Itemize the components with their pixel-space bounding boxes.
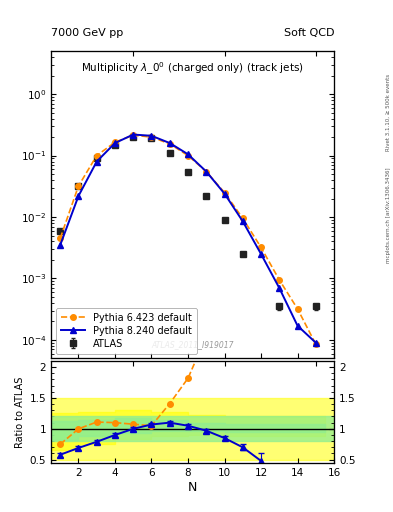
- Pythia 6.423 default: [149, 134, 154, 140]
- Line: Pythia 6.423 default: Pythia 6.423 default: [57, 133, 319, 347]
- Text: mcplots.cern.ch [arXiv:1306.3436]: mcplots.cern.ch [arXiv:1306.3436]: [386, 167, 391, 263]
- Pythia 6.423 default: [113, 139, 118, 145]
- Text: ATLAS_2011_I919017: ATLAS_2011_I919017: [151, 340, 234, 349]
- Bar: [51, 416, 334, 441]
- Text: 7000 GeV pp: 7000 GeV pp: [51, 28, 123, 38]
- Pythia 6.423 default: [277, 277, 282, 283]
- Pythia 6.423 default: [259, 244, 263, 250]
- Bar: [51, 398, 334, 460]
- Pythia 8.240 default: [222, 190, 227, 197]
- Text: Multiplicity $\lambda\_0^0$ (charged only) (track jets): Multiplicity $\lambda\_0^0$ (charged onl…: [81, 60, 304, 77]
- Pythia 8.240 default: [94, 159, 99, 165]
- Pythia 6.423 default: [58, 235, 62, 241]
- Pythia 6.423 default: [204, 168, 209, 175]
- Pythia 6.423 default: [295, 306, 300, 312]
- Pythia 8.240 default: [277, 285, 282, 291]
- Pythia 8.240 default: [131, 132, 136, 138]
- Pythia 6.423 default: [76, 183, 81, 189]
- Pythia 6.423 default: [167, 141, 172, 147]
- Pythia 8.240 default: [149, 133, 154, 139]
- Pythia 8.240 default: [167, 140, 172, 146]
- Pythia 6.423 default: [241, 216, 245, 222]
- Pythia 6.423 default: [185, 153, 190, 159]
- X-axis label: N: N: [188, 481, 197, 494]
- Pythia 8.240 default: [58, 242, 62, 248]
- Pythia 6.423 default: [131, 132, 136, 138]
- Legend: Pythia 6.423 default, Pythia 8.240 default, ATLAS: Pythia 6.423 default, Pythia 8.240 defau…: [56, 308, 196, 354]
- Pythia 6.423 default: [94, 153, 99, 159]
- Pythia 8.240 default: [295, 323, 300, 329]
- Text: Soft QCD: Soft QCD: [284, 28, 334, 38]
- Pythia 8.240 default: [185, 151, 190, 157]
- Pythia 6.423 default: [314, 341, 318, 347]
- Text: Rivet 3.1.10, ≥ 500k events: Rivet 3.1.10, ≥ 500k events: [386, 74, 391, 151]
- Pythia 8.240 default: [204, 168, 209, 175]
- Pythia 8.240 default: [241, 218, 245, 224]
- Pythia 6.423 default: [222, 189, 227, 196]
- Y-axis label: Ratio to ATLAS: Ratio to ATLAS: [15, 376, 26, 448]
- Line: Pythia 8.240 default: Pythia 8.240 default: [57, 132, 319, 346]
- Pythia 8.240 default: [314, 339, 318, 346]
- Pythia 8.240 default: [76, 193, 81, 199]
- Pythia 8.240 default: [259, 251, 263, 257]
- Pythia 8.240 default: [113, 140, 118, 146]
